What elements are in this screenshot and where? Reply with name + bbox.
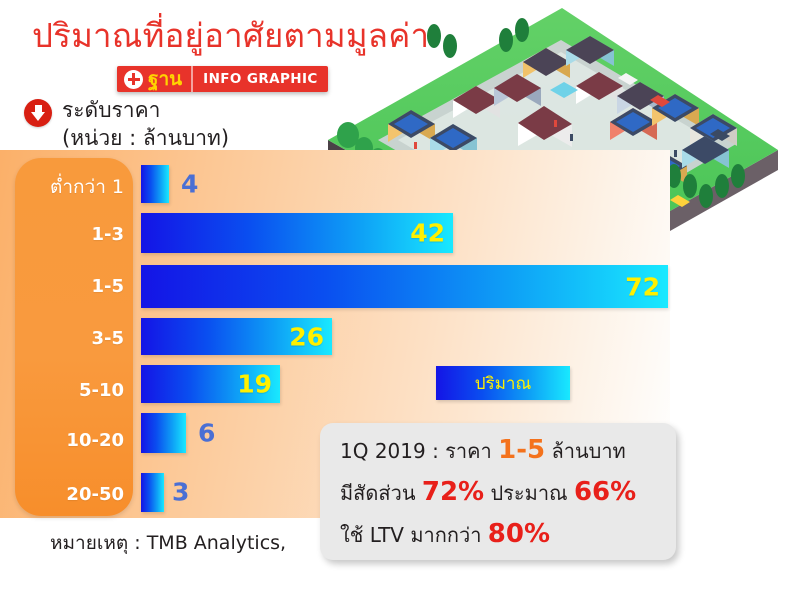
category-label-panel: ต่ำกว่า 1 1-3 1-5 3-5 5-10 10-20 20-50 [15, 158, 133, 516]
category-label: 1-3 [91, 224, 124, 245]
bar-row: 26 [141, 318, 332, 355]
category-label: ต่ำกว่า 1 [50, 176, 124, 198]
bar-value-label: 26 [289, 322, 324, 351]
bar-value-label: 3 [172, 477, 190, 507]
page-title: ปริมาณที่อยู่อาศัยตามมูลค่า [32, 16, 430, 55]
bar-value-label: 42 [410, 218, 445, 248]
badge-label: INFO GRAPHIC [203, 71, 318, 87]
bar-row [141, 165, 169, 203]
axis-caption-line2: (หน่วย : ล้านบาท) [62, 126, 230, 150]
legend-chip: ปริมาณ [436, 366, 570, 400]
callout-line2-highlight-2: 66% [573, 477, 637, 507]
callout-line-3: ใช้ LTV มากกว่า 80% [340, 521, 550, 548]
bar-row: 72 [141, 265, 668, 308]
bar-row: 42 [141, 213, 453, 253]
axis-caption-line1: ระดับราคา [62, 98, 161, 122]
bar-row [141, 473, 164, 512]
bar-value-label: 4 [181, 169, 199, 199]
bar-value-label: 72 [625, 272, 660, 301]
callout-line2-highlight: 72% [421, 477, 485, 507]
callout-line1-pre: 1Q 2019 : ราคา [340, 439, 492, 463]
category-label: 20-50 [66, 484, 124, 505]
callout-line3-pre: ใช้ LTV มากกว่า [340, 523, 482, 547]
badge-divider [191, 66, 194, 92]
callout-line2-mid: ประมาณ [490, 481, 568, 505]
callout-line-2: มีสัดส่วน 72% ประมาณ 66% [340, 479, 636, 506]
category-label: 10-20 [66, 430, 124, 451]
callout-line1-highlight: 1-5 [498, 435, 546, 465]
callout-line2-pre: มีสัดส่วน [340, 481, 416, 505]
legend-label: ปริมาณ [474, 373, 532, 394]
brand-name: ฐาน [148, 68, 183, 90]
category-label: 3-5 [91, 328, 124, 349]
bar-value-label: 6 [198, 418, 216, 448]
bar-row [141, 413, 186, 453]
bar-row: 19 [141, 365, 280, 403]
plus-circle-icon [124, 69, 143, 89]
down-arrow-icon [24, 99, 52, 127]
category-label: 1-5 [91, 276, 124, 297]
summary-callout: 1Q 2019 : ราคา 1-5 ล้านบาท มีสัดส่วน 72%… [320, 423, 676, 560]
category-label: 5-10 [78, 380, 124, 401]
brand-badge: ฐาน INFO GRAPHIC [117, 66, 328, 92]
callout-line-1: 1Q 2019 : ราคา 1-5 ล้านบาท [340, 437, 626, 464]
callout-line1-post: ล้านบาท [551, 439, 626, 463]
callout-line3-highlight: 80% [487, 519, 551, 549]
footnote: หมายเหตุ : TMB Analytics, [50, 532, 287, 554]
bar-value-label: 19 [237, 369, 272, 399]
